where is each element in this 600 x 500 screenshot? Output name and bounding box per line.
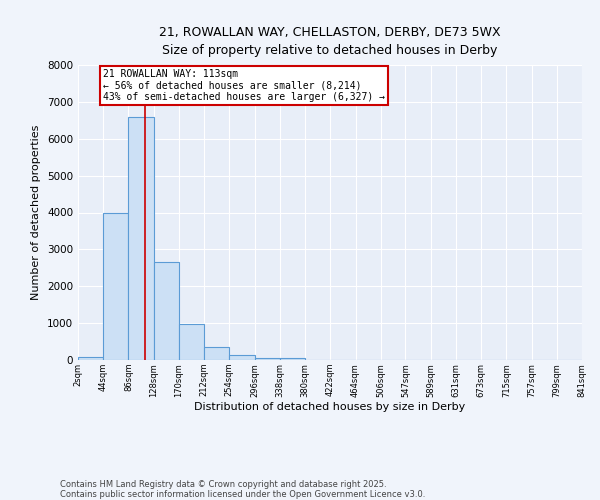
Bar bbox=[204, 348, 229, 360]
Y-axis label: Number of detached properties: Number of detached properties bbox=[31, 125, 41, 300]
Bar bbox=[280, 358, 305, 360]
Bar bbox=[78, 357, 103, 360]
Bar bbox=[179, 324, 204, 360]
Bar bbox=[154, 262, 179, 360]
X-axis label: Distribution of detached houses by size in Derby: Distribution of detached houses by size … bbox=[194, 402, 466, 412]
Text: 21 ROWALLAN WAY: 113sqm
← 56% of detached houses are smaller (8,214)
43% of semi: 21 ROWALLAN WAY: 113sqm ← 56% of detache… bbox=[103, 68, 385, 102]
Bar bbox=[254, 358, 280, 360]
Bar bbox=[128, 116, 154, 360]
Bar bbox=[229, 355, 254, 360]
Bar bbox=[103, 212, 128, 360]
Text: Contains public sector information licensed under the Open Government Licence v3: Contains public sector information licen… bbox=[60, 490, 425, 499]
Text: Contains HM Land Registry data © Crown copyright and database right 2025.: Contains HM Land Registry data © Crown c… bbox=[60, 480, 386, 489]
Title: 21, ROWALLAN WAY, CHELLASTON, DERBY, DE73 5WX
Size of property relative to detac: 21, ROWALLAN WAY, CHELLASTON, DERBY, DE7… bbox=[159, 26, 501, 57]
